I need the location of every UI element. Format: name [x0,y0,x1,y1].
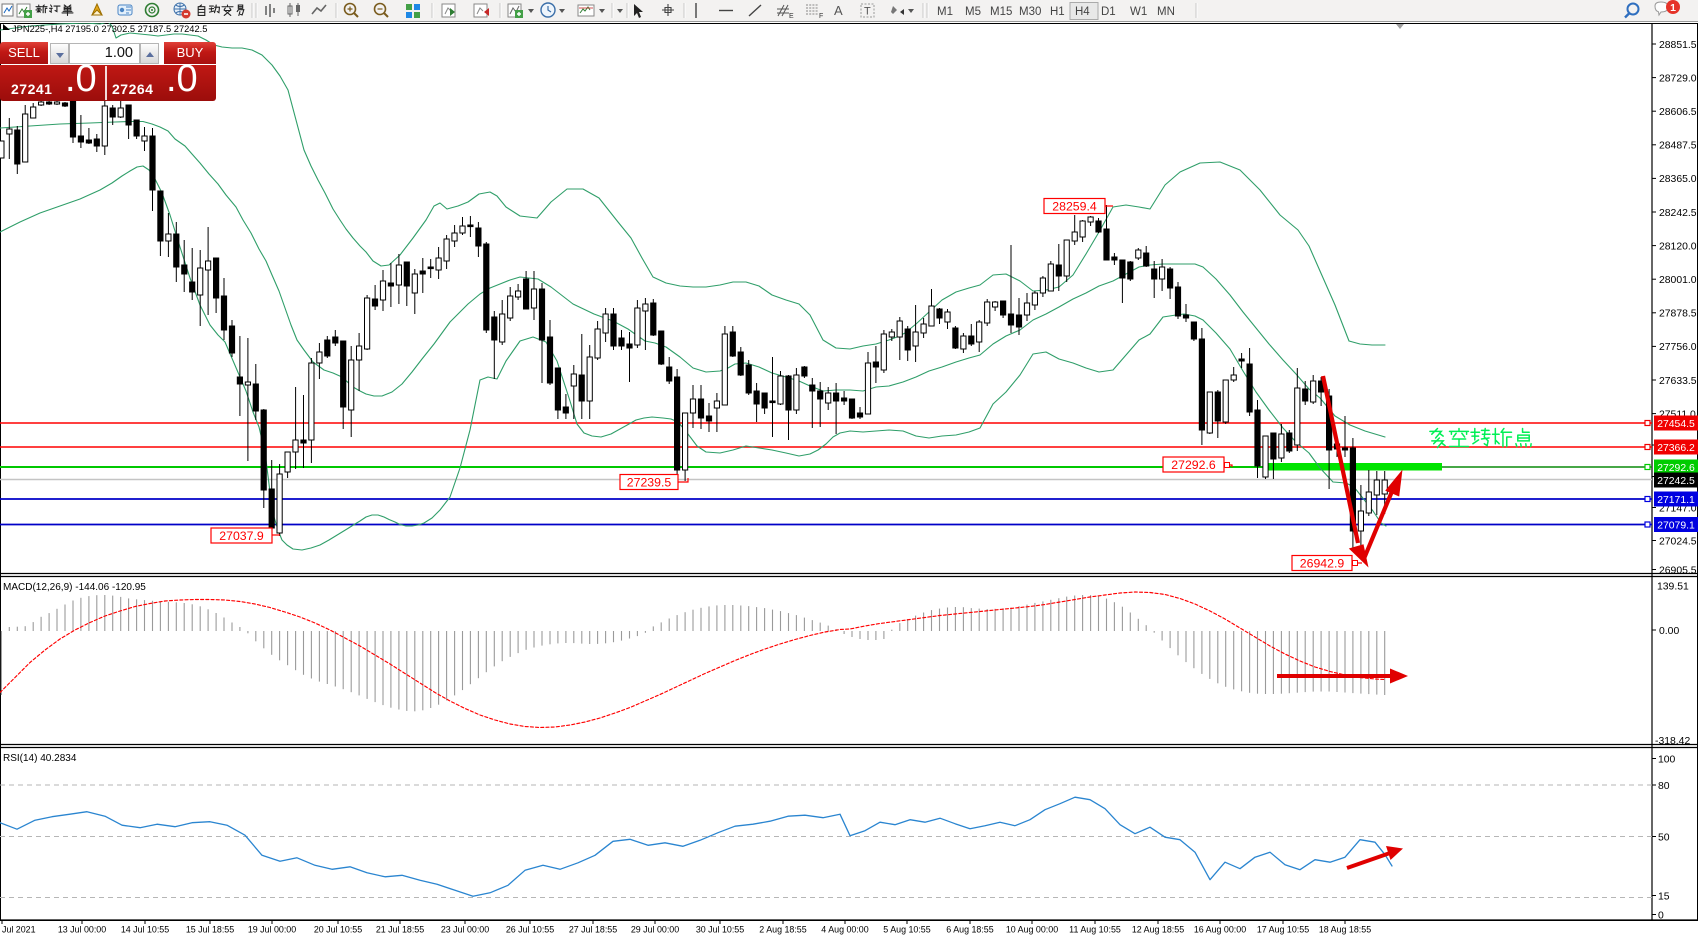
svg-text:28729.0: 28729.0 [1659,73,1697,84]
svg-text:28487.5: 28487.5 [1659,141,1697,152]
svg-text:27756.0: 27756.0 [1659,342,1697,353]
svg-text:30 Jul 10:55: 30 Jul 10:55 [696,925,744,935]
svg-text:29 Jul 00:00: 29 Jul 00:00 [631,925,679,935]
svg-text:23 Jul 00:00: 23 Jul 00:00 [441,925,489,935]
svg-text:16 Aug 00:00: 16 Aug 00:00 [1194,925,1246,935]
svg-text:139.51: 139.51 [1657,582,1689,593]
svg-text:MN: MN [1157,6,1175,18]
svg-text:0: 0 [1658,911,1664,922]
svg-text:12 Aug 18:55: 12 Aug 18:55 [1132,925,1184,935]
svg-text:27633.5: 27633.5 [1659,376,1697,387]
svg-text:4 Aug 00:00: 4 Aug 00:00 [821,925,868,935]
svg-text:28242.5: 28242.5 [1659,208,1697,219]
svg-text:20 Jul 10:55: 20 Jul 10:55 [314,925,362,935]
svg-text:RSI(14) 40.2834: RSI(14) 40.2834 [3,753,77,764]
svg-text:27366.2: 27366.2 [1657,443,1695,454]
svg-text:15 Jul 18:55: 15 Jul 18:55 [186,925,234,935]
svg-text:27292.6: 27292.6 [1657,463,1695,474]
svg-text:H1: H1 [1050,6,1065,18]
svg-text:80: 80 [1658,781,1670,792]
svg-text:15: 15 [1658,892,1670,903]
svg-text:27037.9: 27037.9 [219,529,264,543]
svg-text:27147.0: 27147.0 [1659,503,1697,514]
svg-text:6 Aug 18:55: 6 Aug 18:55 [946,925,993,935]
svg-text:27239.5: 27239.5 [627,476,672,490]
svg-text:27024.5: 27024.5 [1659,536,1697,547]
svg-text:W1: W1 [1130,6,1147,18]
svg-text:1: 1 [1670,2,1676,14]
svg-text:27 Jul 18:55: 27 Jul 18:55 [569,925,617,935]
svg-text:28259.4: 28259.4 [1052,200,1097,214]
svg-text:Jul 2021: Jul 2021 [2,925,36,935]
svg-text:28606.5: 28606.5 [1659,107,1697,118]
svg-text:26905.5: 26905.5 [1659,565,1697,576]
svg-text:2 Aug 18:55: 2 Aug 18:55 [759,925,806,935]
svg-text:19 Jul 00:00: 19 Jul 00:00 [248,925,296,935]
svg-text:13 Jul 00:00: 13 Jul 00:00 [58,925,106,935]
svg-text:27878.5: 27878.5 [1659,309,1697,320]
svg-text:50: 50 [1658,833,1670,844]
svg-text:27454.5: 27454.5 [1657,419,1695,430]
svg-text:27511.0: 27511.0 [1659,409,1696,420]
svg-text:11 Aug 10:55: 11 Aug 10:55 [1069,925,1121,935]
svg-text:100: 100 [1658,755,1676,766]
svg-text:M1: M1 [937,6,953,18]
svg-text:14 Jul 10:55: 14 Jul 10:55 [121,925,169,935]
svg-text:M30: M30 [1019,6,1041,18]
svg-text:A: A [834,3,843,18]
svg-text:M15: M15 [990,6,1012,18]
svg-text:26942.9: 26942.9 [1300,557,1345,571]
svg-text:F: F [819,13,823,20]
svg-text:5 Aug 10:55: 5 Aug 10:55 [883,925,930,935]
svg-text:T: T [864,6,871,18]
svg-text:28365.0: 28365.0 [1659,174,1697,185]
svg-text:28001.0: 28001.0 [1659,275,1697,286]
svg-text:27171.1: 27171.1 [1657,495,1695,506]
svg-text:27079.1: 27079.1 [1657,521,1695,532]
svg-text:10 Aug 00:00: 10 Aug 00:00 [1006,925,1058,935]
svg-text:18 Aug 18:55: 18 Aug 18:55 [1319,925,1371,935]
svg-text:0.00: 0.00 [1659,626,1679,637]
svg-text:21 Jul 18:55: 21 Jul 18:55 [376,925,424,935]
svg-text:27242.5: 27242.5 [1657,476,1695,487]
svg-text:26 Jul 10:55: 26 Jul 10:55 [506,925,554,935]
svg-text:-318.42: -318.42 [1655,736,1690,747]
svg-text:17 Aug 10:55: 17 Aug 10:55 [1257,925,1309,935]
svg-text:H4: H4 [1075,6,1090,18]
svg-text:27292.6: 27292.6 [1171,458,1216,472]
svg-text:28851.5: 28851.5 [1659,40,1697,51]
svg-text:28120.0: 28120.0 [1659,241,1697,252]
svg-text:JPN225-,H4 27195.0 27302.5 27: JPN225-,H4 27195.0 27302.5 27187.5 27242… [12,24,207,34]
svg-text:E: E [789,13,794,20]
svg-text:MACD(12,26,9) -144.06 -120.95: MACD(12,26,9) -144.06 -120.95 [3,582,146,593]
svg-text:D1: D1 [1101,6,1116,18]
svg-text:M5: M5 [965,6,981,18]
